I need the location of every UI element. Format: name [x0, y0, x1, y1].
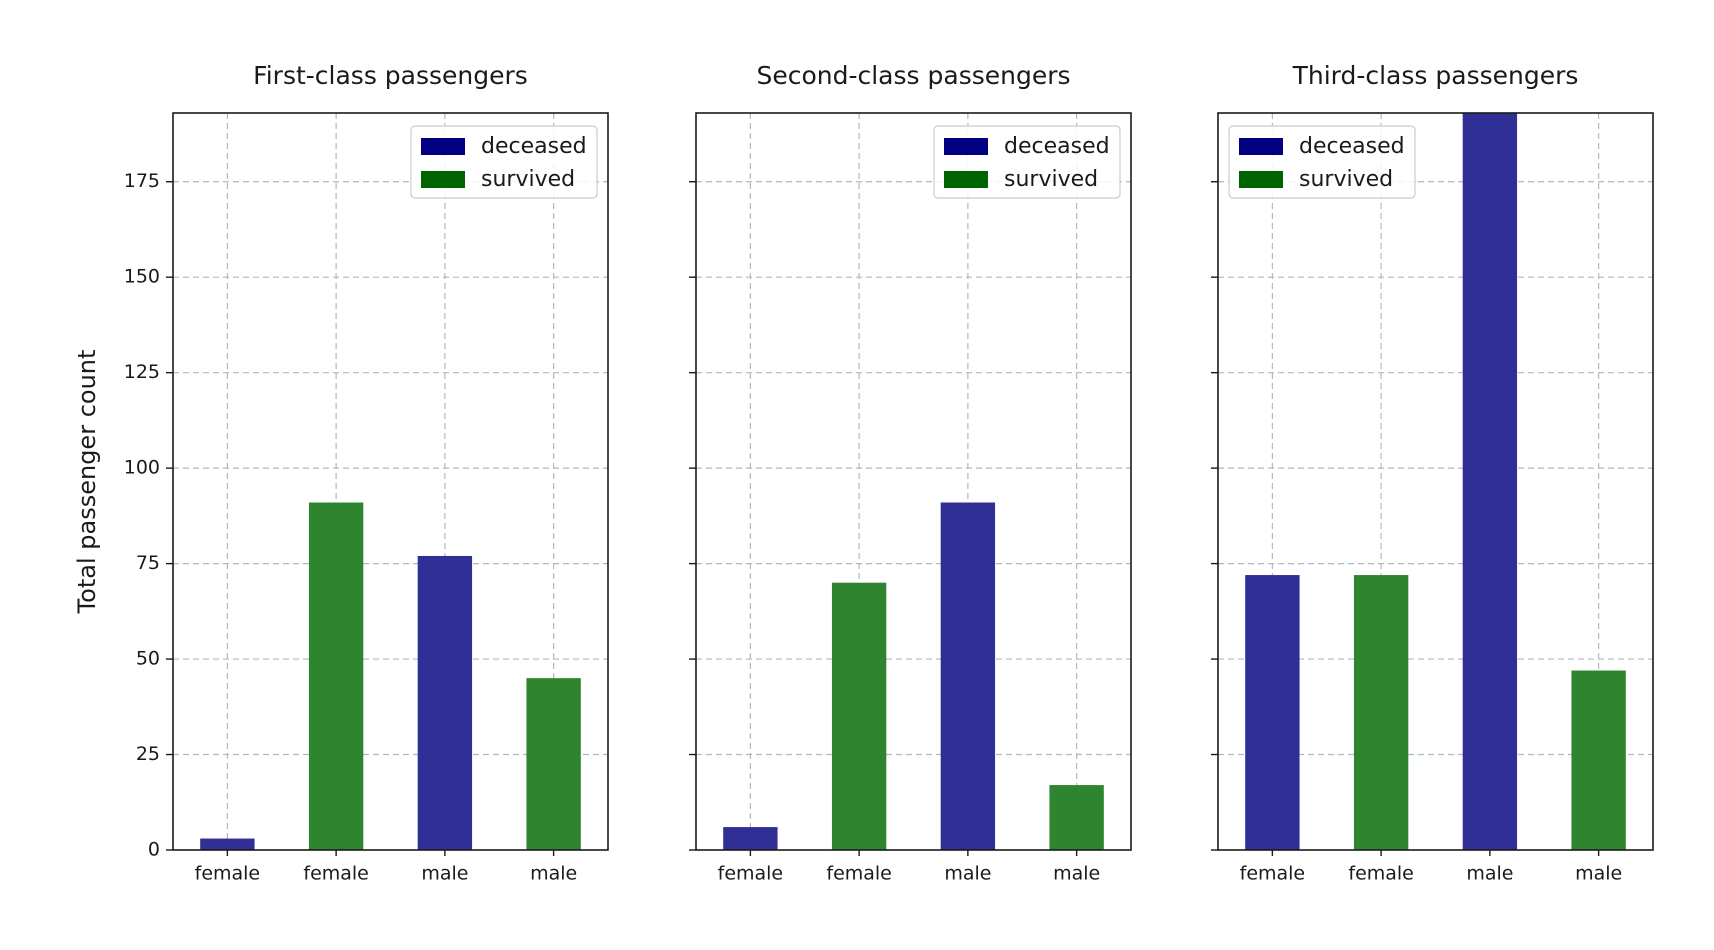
- x-tick-label: male: [1575, 863, 1622, 885]
- y-tick-label: 150: [124, 266, 160, 288]
- legend: deceased survived: [933, 125, 1121, 199]
- panel-1: 0 25 50 75 100 125 150 175 female female male male F…: [124, 61, 609, 885]
- legend-swatch-deceased: [421, 138, 465, 155]
- legend-label-survived: survived: [1299, 167, 1393, 192]
- bar-female-survived: [831, 582, 887, 850]
- panel-title: First-class passengers: [253, 61, 528, 90]
- plot-frame: [695, 112, 1132, 851]
- legend-swatch-survived: [944, 171, 988, 188]
- y-tick-label: 125: [124, 361, 160, 383]
- x-tick-label: female: [1240, 863, 1306, 885]
- legend-label-survived: survived: [1004, 167, 1098, 192]
- panel-title: Third-class passengers: [1292, 61, 1579, 90]
- y-axis-label: Total passenger count: [73, 350, 101, 615]
- legend-label-survived: survived: [481, 167, 575, 192]
- x-tick-label: female: [718, 863, 784, 885]
- x-tick-label: female: [1348, 863, 1414, 885]
- panel-title: Second-class passengers: [756, 61, 1070, 90]
- y-tick-label: 50: [136, 648, 160, 670]
- plot-frame: [172, 112, 609, 851]
- x-tick-label: male: [1466, 863, 1513, 885]
- plot-frame: [1217, 112, 1654, 851]
- x-tick-label: female: [826, 863, 892, 885]
- panel-3: female female male male Third-class passenge…: [1211, 61, 1654, 885]
- legend-swatch-deceased: [944, 138, 988, 155]
- bar-male-survived: [1571, 670, 1626, 850]
- bar-female-survived: [1353, 575, 1409, 850]
- bar-female-survived: [308, 502, 364, 850]
- legend-swatch-survived: [1239, 171, 1283, 188]
- y-tick-label: 175: [124, 170, 160, 192]
- bar-male-deceased: [1462, 113, 1518, 850]
- legend-swatch-survived: [421, 171, 465, 188]
- bar-male-deceased: [940, 502, 996, 850]
- legend: deceased survived: [410, 125, 598, 199]
- legend-label-deceased: deceased: [481, 134, 587, 159]
- y-tick-label: 100: [124, 457, 160, 479]
- x-tick-label: male: [421, 863, 468, 885]
- x-tick-label: male: [944, 863, 991, 885]
- bar-male-deceased: [417, 555, 473, 850]
- legend-label-deceased: deceased: [1299, 134, 1405, 159]
- y-tick-label: 75: [136, 552, 160, 574]
- bar-female-deceased: [723, 827, 778, 850]
- x-tick-label: male: [530, 863, 577, 885]
- x-tick-label: male: [1053, 863, 1100, 885]
- panel-2: female female male male Second-class passeng…: [689, 61, 1132, 885]
- x-tick-label: female: [195, 863, 261, 885]
- bar-female-deceased: [200, 838, 255, 850]
- y-tick-label: 25: [136, 743, 160, 765]
- bar-female-deceased: [1245, 575, 1300, 850]
- bar-male-survived: [1049, 785, 1104, 850]
- y-tick-label: 0: [148, 839, 160, 861]
- legend-label-deceased: deceased: [1004, 134, 1110, 159]
- x-tick-label: female: [303, 863, 369, 885]
- legend: deceased survived: [1228, 125, 1416, 199]
- bar-male-survived: [526, 678, 581, 850]
- legend-swatch-deceased: [1239, 138, 1283, 155]
